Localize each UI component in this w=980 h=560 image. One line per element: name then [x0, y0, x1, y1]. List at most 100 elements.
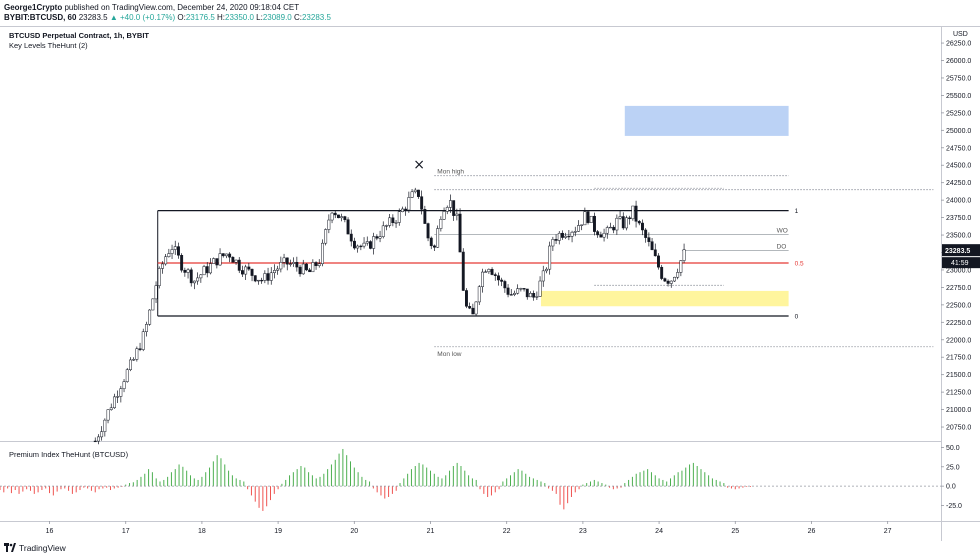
candle-body[interactable]: [141, 331, 145, 350]
candle-body[interactable]: [573, 231, 577, 233]
candle-body[interactable]: [545, 268, 548, 272]
candle-body[interactable]: [381, 225, 385, 237]
candle-body[interactable]: [295, 261, 299, 268]
candle-body[interactable]: [583, 211, 587, 226]
candle-body[interactable]: [241, 270, 244, 275]
candle-body[interactable]: [682, 249, 686, 261]
candle-body[interactable]: [253, 275, 257, 282]
candle-body[interactable]: [637, 221, 641, 224]
candle-body[interactable]: [621, 216, 625, 229]
candle-body[interactable]: [353, 240, 356, 249]
candle-body[interactable]: [465, 290, 468, 307]
indicator-legend[interactable]: Key Levels TheHunt (2): [9, 41, 88, 50]
candle-body[interactable]: [554, 239, 558, 241]
zone-1[interactable]: [540, 290, 789, 307]
candle-body[interactable]: [634, 205, 638, 222]
candle-body[interactable]: [170, 249, 174, 254]
candle-body[interactable]: [269, 272, 273, 281]
candle-body[interactable]: [423, 209, 427, 224]
candle-body[interactable]: [372, 236, 376, 249]
candle-body[interactable]: [135, 348, 139, 360]
candle-body[interactable]: [673, 276, 676, 282]
candle-body[interactable]: [160, 263, 164, 269]
candle-body[interactable]: [513, 292, 516, 295]
candle-body[interactable]: [154, 285, 158, 300]
candle-body[interactable]: [93, 440, 97, 443]
candle-body[interactable]: [570, 231, 574, 237]
candle-body[interactable]: [644, 229, 648, 238]
candle-body[interactable]: [522, 288, 526, 290]
candle-body[interactable]: [589, 215, 593, 223]
candle-body[interactable]: [125, 369, 129, 382]
candle-body[interactable]: [173, 246, 177, 250]
candle-body[interactable]: [669, 280, 673, 284]
candle-body[interactable]: [471, 307, 475, 315]
candle-body[interactable]: [525, 288, 529, 298]
candle-body[interactable]: [122, 381, 126, 389]
candle-body[interactable]: [615, 217, 619, 231]
candle-body[interactable]: [567, 235, 571, 238]
candle-body[interactable]: [509, 294, 513, 296]
candle-body[interactable]: [298, 266, 302, 275]
candle-body[interactable]: [285, 257, 289, 265]
candle-body[interactable]: [593, 215, 596, 232]
candle-body[interactable]: [580, 224, 584, 226]
candle-body[interactable]: [532, 293, 536, 298]
candle-body[interactable]: [551, 239, 555, 247]
candle-body[interactable]: [228, 253, 232, 258]
candle-body[interactable]: [362, 242, 366, 247]
candle-body[interactable]: [333, 212, 337, 216]
candle-body[interactable]: [477, 286, 481, 303]
candle-body[interactable]: [487, 269, 491, 273]
candle-body[interactable]: [132, 359, 136, 361]
candle-body[interactable]: [186, 269, 190, 273]
candle-body[interactable]: [503, 281, 507, 289]
candle-body[interactable]: [612, 226, 616, 231]
candle-body[interactable]: [538, 280, 542, 297]
price-axis[interactable]: 20750.0 21000.0 21250.0 21500.0 21750.0 22000…: [941, 31, 971, 432]
candle-body[interactable]: [529, 293, 532, 298]
candle-body[interactable]: [106, 409, 110, 421]
candle-body[interactable]: [452, 200, 456, 216]
candle-body[interactable]: [586, 211, 590, 223]
candle-body[interactable]: [561, 232, 564, 238]
candle-body[interactable]: [484, 271, 488, 273]
candle-body[interactable]: [192, 280, 196, 284]
candle-body[interactable]: [420, 196, 424, 210]
candle-body[interactable]: [378, 236, 382, 239]
candle-body[interactable]: [599, 234, 603, 238]
candle-body[interactable]: [609, 226, 612, 229]
candle-body[interactable]: [183, 269, 187, 273]
candle-body[interactable]: [321, 242, 324, 265]
candle-body[interactable]: [317, 263, 321, 266]
candle-body[interactable]: [442, 211, 446, 220]
candle-body[interactable]: [208, 263, 212, 274]
candle-body[interactable]: [202, 266, 206, 276]
candle-body[interactable]: [650, 241, 654, 251]
candle-body[interactable]: [349, 233, 353, 242]
candle-body[interactable]: [103, 419, 107, 432]
candle-body[interactable]: [602, 232, 606, 238]
candle-body[interactable]: [436, 228, 440, 248]
candle-body[interactable]: [356, 245, 360, 249]
candle-body[interactable]: [266, 273, 270, 281]
candle-body[interactable]: [164, 256, 168, 265]
candle-body[interactable]: [394, 222, 398, 224]
candle-body[interactable]: [564, 235, 568, 238]
author-name[interactable]: George1Crypto: [4, 3, 63, 12]
candle-body[interactable]: [458, 213, 462, 253]
candle-body[interactable]: [647, 237, 651, 242]
candle-body[interactable]: [385, 225, 388, 227]
candle-body[interactable]: [657, 255, 660, 268]
candle-body[interactable]: [273, 270, 276, 274]
candle-body[interactable]: [112, 396, 116, 409]
candle-body[interactable]: [308, 269, 312, 273]
candle-body[interactable]: [340, 216, 344, 219]
candle-body[interactable]: [631, 205, 635, 220]
candle-body[interactable]: [625, 217, 628, 229]
time-axis[interactable]: 16 17 18 19 20 21 22 23 24 25 26 27: [46, 521, 892, 535]
candle-body[interactable]: [391, 217, 395, 223]
candle-body[interactable]: [196, 277, 200, 282]
candle-body[interactable]: [218, 253, 222, 266]
candle-body[interactable]: [468, 306, 472, 309]
